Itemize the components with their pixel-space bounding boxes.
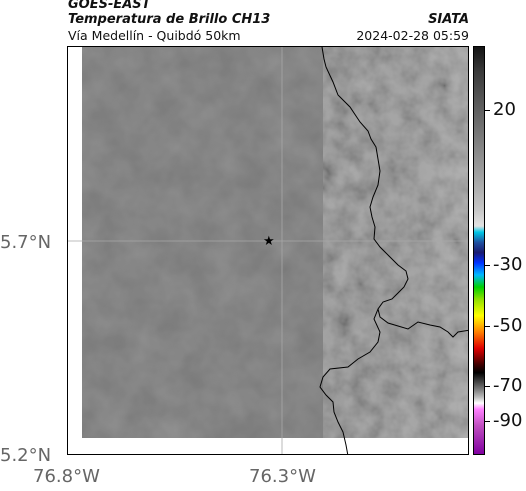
department-border-south (319, 308, 381, 454)
lon-label-1: 76.8°W (33, 466, 100, 487)
colorbar-tick (485, 386, 490, 387)
lat-label-1: 5.7°N (0, 232, 52, 253)
colorbar-label: -30 (493, 254, 523, 275)
map-image: ★ (68, 47, 468, 454)
title-product: Temperatura de Brillo CH13 (68, 12, 271, 27)
title-satellite: GOES-EAST (68, 0, 151, 12)
colorbar-label: -50 (493, 315, 523, 336)
department-border (321, 47, 468, 338)
colorbar-tick (485, 265, 490, 266)
organization-label: SIATA (428, 12, 469, 27)
colorbar-tick (485, 421, 490, 422)
colorbar-label: -70 (493, 375, 523, 396)
colorbar (473, 46, 485, 455)
satellite-map[interactable]: ★ (67, 46, 469, 455)
title-route: Vía Medellín - Quibdó 50km (68, 28, 241, 43)
star-icon: ★ (263, 234, 275, 249)
timestamp-label: 2024-02-28 05:59 (356, 28, 469, 43)
lon-label-2: 76.3°W (249, 466, 316, 487)
colorbar-tick (485, 110, 490, 111)
lat-label-2: 5.2°N (0, 445, 52, 466)
colorbar-label: 20 (493, 99, 516, 120)
colorbar-label: -90 (493, 410, 523, 431)
brightness-temperature-raster (82, 47, 468, 438)
colorbar-tick (485, 326, 490, 327)
